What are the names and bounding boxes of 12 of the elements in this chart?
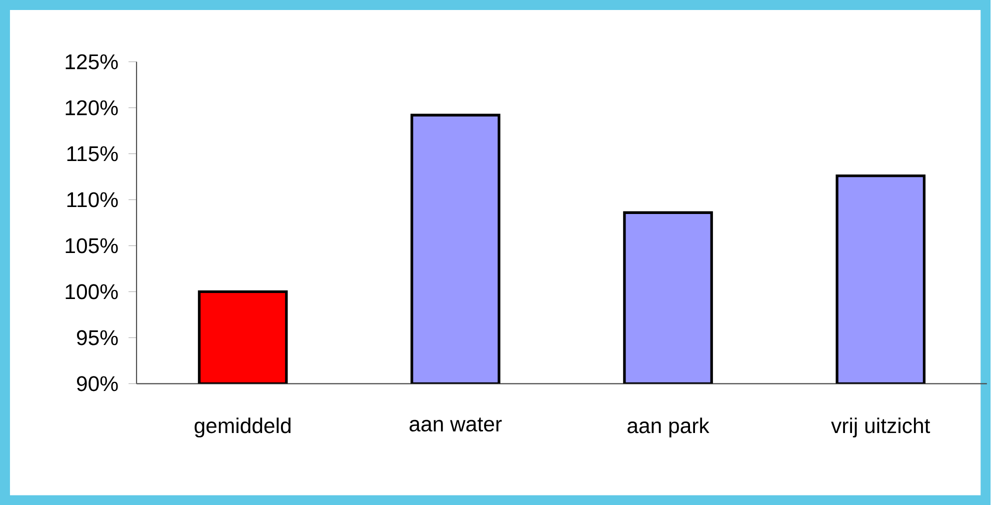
x-tick-label: vrij uitzicht — [831, 417, 930, 438]
y-tick-label: 125% — [66, 54, 118, 70]
y-tick-label: 105% — [66, 238, 118, 254]
y-tick-label: 95% — [77, 330, 118, 346]
x-tick-label: aan water — [410, 417, 502, 432]
y-tick-label: 120% — [66, 100, 118, 116]
y-tick-label: 110% — [67, 192, 118, 208]
x-tick-label: gemiddeld — [194, 417, 290, 438]
y-tick-label: 100% — [66, 284, 118, 300]
y-tick-label: 115% — [67, 146, 118, 162]
y-tick-label: 90% — [77, 376, 118, 392]
x-tick-label: aan park — [628, 417, 710, 438]
